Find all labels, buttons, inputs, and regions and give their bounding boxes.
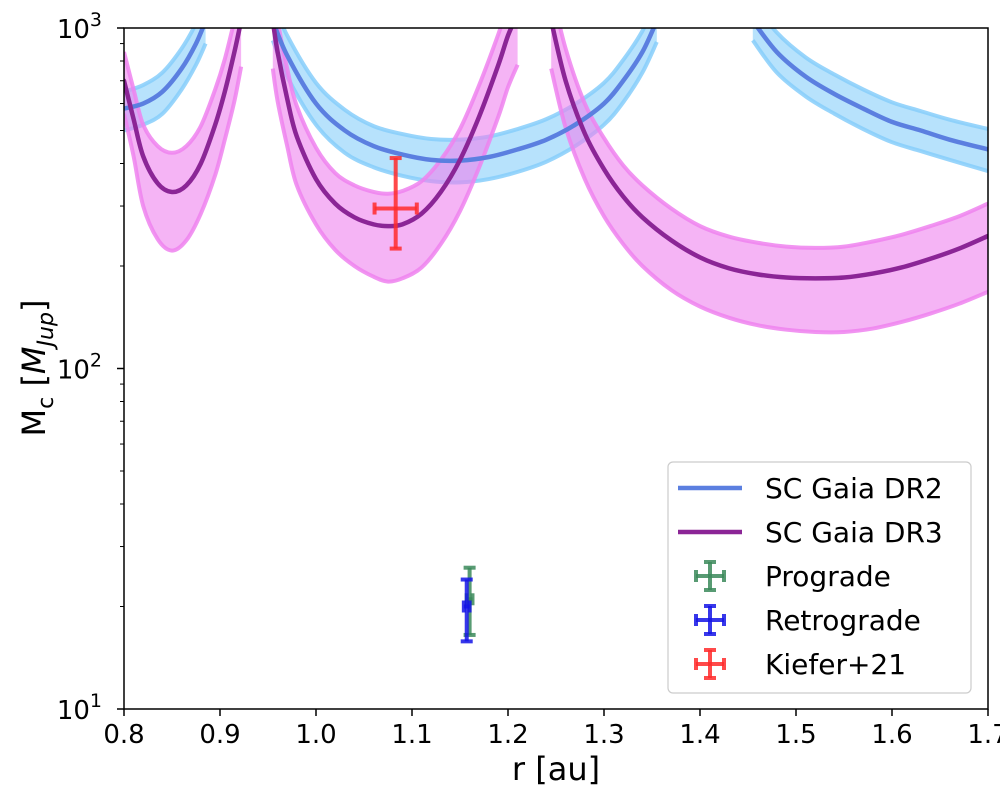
y-tick-label-base-0: 10 <box>57 696 90 726</box>
legend-swatch-retrograde <box>694 604 726 636</box>
x-tick-label-7: 1.5 <box>775 720 816 750</box>
legend-label-kiefer-21: Kiefer+21 <box>765 648 906 681</box>
sc-gaia-dr3-band-upper-edge-0 <box>124 28 235 155</box>
legend-label-prograde: Prograde <box>765 560 891 593</box>
y-tick-label-base-1: 10 <box>57 356 90 386</box>
sc-gaia-dr3-band-lower-edge-0 <box>124 66 244 253</box>
x-tick-label-4: 1.2 <box>487 720 528 750</box>
retrograde-errorbar <box>460 577 473 644</box>
sc-gaia-dr3-line-0 <box>124 28 242 195</box>
x-tick-label-0: 0.8 <box>103 720 144 750</box>
sc-gaia-dr3-band-lower-edge-1 <box>270 63 520 284</box>
legend-label-sc-gaia-dr2: SC Gaia DR2 <box>765 472 943 505</box>
legend-swatch-kiefer-21 <box>694 648 726 680</box>
y-axis-label-main: M <box>15 409 53 437</box>
sc-gaia-dr3-band-2 <box>551 28 988 333</box>
sc-gaia-dr2-line-0 <box>124 28 206 111</box>
y-tick-label-2: 103 <box>57 9 102 45</box>
x-axis-label: r [au] <box>512 750 600 788</box>
kiefer-21-errorbar <box>372 156 419 251</box>
y-tick-label-base-2: 10 <box>57 15 90 45</box>
series-lines <box>124 28 988 281</box>
y-axis-label-close-bracket: ] <box>15 300 53 312</box>
sc-gaia-dr3-line-1 <box>271 28 514 229</box>
y-tick-label-0: 101 <box>57 690 102 726</box>
sc-gaia-dr3-band-upper-edge-2 <box>558 28 988 250</box>
sc-gaia-dr3-band-lower-edge-2 <box>549 68 988 335</box>
x-tick-label-8: 1.6 <box>871 720 912 750</box>
sc-gaia-dr3-band-0 <box>124 28 242 251</box>
y-tick-label-exp-2: 3 <box>90 9 102 31</box>
y-axis-label-open-bracket: [ <box>15 374 53 397</box>
sc-gaia-dr2-line-1 <box>273 28 657 164</box>
x-tick-label-1: 0.9 <box>199 720 240 750</box>
y-tick-label-exp-1: 2 <box>90 350 102 372</box>
y-axis-label-unit: M <box>15 346 53 374</box>
sc-gaia-dr2-band-lower-edge-2 <box>751 39 988 173</box>
y-tick-label-exp-0: 1 <box>90 690 102 712</box>
sc-gaia-dr3-line-2 <box>550 28 988 281</box>
y-tick-label-1: 102 <box>57 350 102 386</box>
data-points <box>372 156 476 644</box>
sc-gaia-dr2-band-upper-edge-2 <box>770 28 988 131</box>
legend-swatch-prograde <box>694 560 726 592</box>
sc-gaia-dr3-band-upper-edge-1 <box>276 28 503 196</box>
sc-gaia-dr3-band-1 <box>272 28 518 282</box>
sc-gaia-dr2-line-2 <box>755 28 988 152</box>
x-tick-label-6: 1.4 <box>679 720 720 750</box>
x-tick-label-9: 1.7 <box>967 720 1000 750</box>
y-axis-label: Mc [MJup] <box>15 300 59 437</box>
sc-gaia-dr2-band-upper-edge-0 <box>124 28 197 94</box>
legend-label-retrograde: Retrograde <box>765 604 921 637</box>
x-tick-label-5: 1.3 <box>583 720 624 750</box>
x-tick-label-3: 1.1 <box>391 720 432 750</box>
uncertainty-bands <box>124 28 988 335</box>
legend-label-sc-gaia-dr3: SC Gaia DR3 <box>765 516 943 549</box>
y-axis-label-unit-sub: Jup <box>34 312 59 350</box>
legend-frame <box>667 461 972 694</box>
x-axis-ticks: 0.8 0.9 1.0 1.1 1.2 1.3 1.4 1.5 1.6 1.7 <box>103 709 1000 750</box>
x-tick-label-2: 1.0 <box>295 720 336 750</box>
legend: SC Gaia DR2 SC Gaia DR3 Prograde Retrograde… <box>667 461 972 694</box>
y-axis-label-sub: c <box>34 397 59 409</box>
